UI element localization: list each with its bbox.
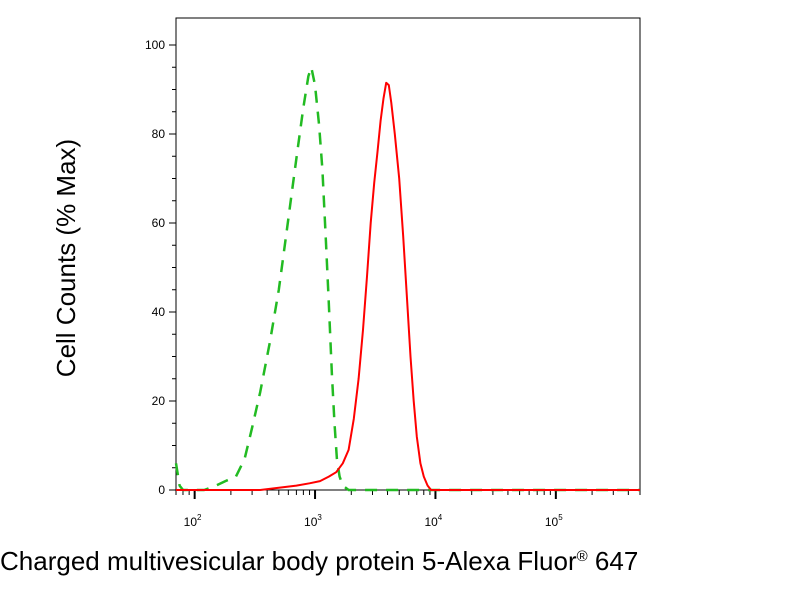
x-axis-title-registered-mark: ® xyxy=(577,548,588,565)
x-tick-base: 10 xyxy=(424,515,438,529)
x-tick-base: 10 xyxy=(184,515,198,529)
y-tick-label: 20 xyxy=(152,394,166,408)
control-series-line xyxy=(174,66,640,492)
x-tick-label: 104 xyxy=(424,513,442,529)
x-tick-label: 105 xyxy=(545,513,563,529)
x-tick-label: 103 xyxy=(304,513,322,529)
y-axis: 0 20 40 60 80 100 xyxy=(145,38,176,497)
x-tick-base: 10 xyxy=(545,515,559,529)
x-tick-base: 10 xyxy=(304,515,318,529)
y-tick-label: 80 xyxy=(152,127,166,141)
x-tick-exponent: 3 xyxy=(317,513,322,522)
x-tick-exponent: 4 xyxy=(438,513,443,522)
x-axis-title-suffix: 647 xyxy=(588,546,639,576)
x-tick-exponent: 5 xyxy=(558,513,563,522)
x-axis-title: Charged multivesicular body protein 5-Al… xyxy=(0,546,638,576)
y-axis-title: Cell Counts (% Max) xyxy=(51,139,81,377)
series-layer xyxy=(174,66,640,492)
x-axis-title-main: Charged multivesicular body protein 5-Al… xyxy=(0,546,577,576)
stained-series-line xyxy=(176,81,640,491)
y-tick-label: 0 xyxy=(158,483,165,497)
y-tick-label: 100 xyxy=(145,38,165,52)
x-tick-exponent: 2 xyxy=(197,513,202,522)
y-tick-label: 40 xyxy=(152,305,166,319)
y-tick-label: 60 xyxy=(152,216,166,230)
x-tick-label: 102 xyxy=(184,513,202,529)
